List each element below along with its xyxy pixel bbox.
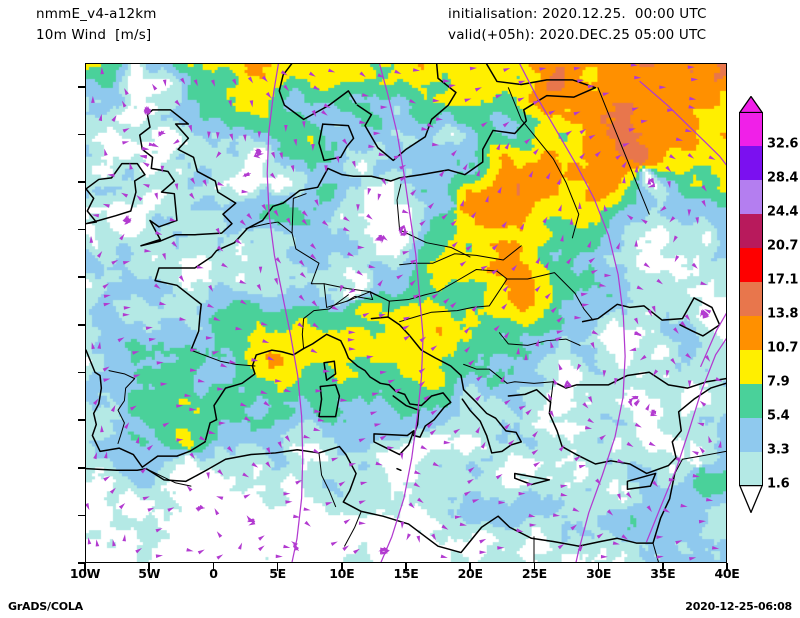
x-axis-tick-label: 10W	[69, 566, 101, 581]
x-axis-tick-label: 0	[209, 566, 218, 581]
x-axis-tick-mark	[533, 563, 536, 571]
y-axis-tick-mark	[78, 562, 86, 564]
y-axis-tick-mark	[78, 181, 86, 183]
header-model-label: nmmE_v4-a12km	[36, 6, 157, 22]
header-valid-time-label: valid(+05h): 2020.DEC.25 05:00 UTC	[448, 27, 707, 43]
colorbar-tick-label: 28.4	[767, 170, 799, 186]
colorbar-tick-label: 24.4	[767, 204, 799, 220]
colorbar-tick-label: 5.4	[767, 408, 790, 424]
footer-credit: GrADS/COLA	[8, 600, 83, 613]
x-axis-tick-label: 25E	[521, 566, 547, 581]
x-axis-tick-mark	[212, 563, 215, 571]
map-plot-area	[85, 63, 727, 563]
colorbar-tick-label: 10.7	[767, 340, 799, 356]
y-axis-tick-mark	[78, 466, 86, 469]
x-axis-tick-mark	[662, 563, 664, 571]
x-axis-tick-mark	[148, 563, 150, 571]
colorbar: 32.6 28.4 24.4 20.7 17.1 13.8 10.7 7.9 5.4 3.3 1.6	[739, 112, 798, 491]
y-axis-tick-mark	[78, 276, 86, 279]
x-axis-tick-mark	[597, 563, 600, 571]
colorbar-above-max-arrow	[739, 96, 763, 113]
x-axis-tick-mark	[469, 563, 471, 571]
header-initialisation-label: initialisation: 2020.12.25. 00:00 UTC	[448, 6, 707, 22]
y-axis-tick-mark	[78, 419, 86, 421]
footer-timestamp: 2020-12-25-06:08	[685, 600, 792, 613]
colorbar-band	[739, 316, 763, 351]
x-axis-tick-label: 5E	[269, 566, 286, 581]
colorbar-band	[739, 384, 763, 419]
colorbar-tick-label: 1.6	[767, 476, 790, 492]
x-axis-tick-mark	[276, 563, 279, 571]
y-axis-tick-mark	[78, 371, 86, 374]
x-axis-tick-label: 5W	[138, 566, 161, 581]
x-axis-tick-mark	[726, 563, 728, 571]
colorbar-band	[739, 112, 763, 147]
x-axis-tick-mark	[405, 563, 407, 571]
wind-speed-shading	[86, 64, 726, 562]
y-axis-tick-mark	[78, 86, 86, 88]
y-axis-tick-mark	[78, 514, 86, 517]
colorbar-band	[739, 146, 763, 181]
colorbar-tick-label: 3.3	[767, 442, 790, 458]
colorbar-band	[739, 282, 763, 317]
colorbar-band	[739, 180, 763, 215]
colorbar-band	[739, 214, 763, 249]
colorbar-tick-label: 7.9	[767, 374, 790, 390]
colorbar-band	[739, 452, 763, 487]
header-variable-label: 10m Wind [m/s]	[36, 27, 152, 43]
y-axis-tick-mark	[78, 324, 86, 326]
colorbar-below-min-arrow	[739, 485, 763, 513]
x-axis-tick-label: 40E	[714, 566, 740, 581]
x-axis-tick-label: 15E	[393, 566, 419, 581]
colorbar-tick-label: 20.7	[767, 238, 799, 254]
colorbar-band	[739, 418, 763, 453]
colorbar-tick-label: 13.8	[767, 306, 799, 322]
x-axis-tick-label: 30E	[586, 566, 612, 581]
colorbar-band	[739, 248, 763, 283]
y-axis-tick-mark	[78, 133, 86, 136]
y-axis-tick-mark	[78, 228, 86, 231]
x-axis-tick-label: 35E	[650, 566, 676, 581]
x-axis-tick-label: 10E	[329, 566, 355, 581]
x-axis-tick-mark	[341, 563, 343, 571]
x-axis-tick-label: 20E	[457, 566, 483, 581]
colorbar-tick-label: 17.1	[767, 272, 799, 288]
x-axis-tick-mark	[84, 563, 86, 571]
colorbar-band	[739, 350, 763, 385]
colorbar-tick-label: 32.6	[767, 136, 799, 152]
